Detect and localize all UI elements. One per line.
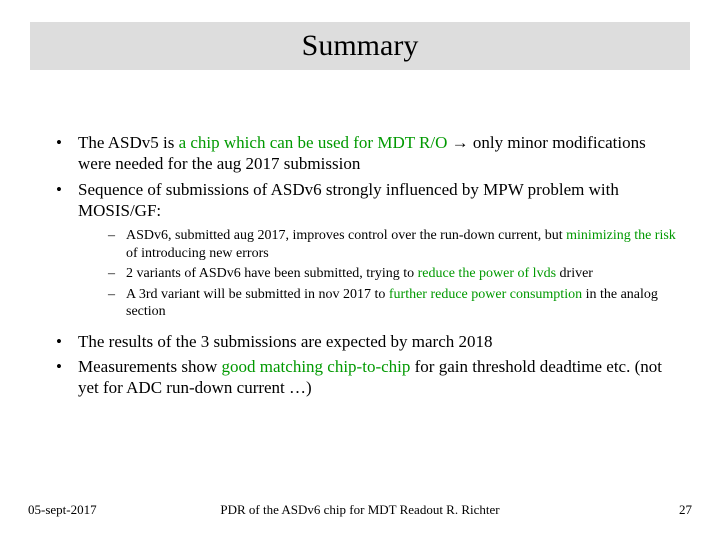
slide-title: Summary	[302, 29, 419, 63]
sub-2-pre: 2 variants of ASDv6 have been submitted,…	[126, 266, 418, 281]
sub-3-pre: A 3rd variant will be submitted in nov 2…	[126, 287, 389, 302]
page-number: 27	[679, 502, 692, 518]
bullet-2-text: Sequence of submissions of ASDv6 strongl…	[78, 180, 619, 220]
bullet-4-pre: Measurements show	[78, 357, 222, 376]
bullet-3-text: The results of the 3 submissions are exp…	[78, 332, 493, 351]
bullet-1-pre: The ASDv5 is	[78, 133, 179, 152]
footer-center: PDR of the ASDv6 chip for MDT Readout R.…	[0, 502, 720, 518]
bullet-1-highlight: a chip which can be used for MDT R/O	[179, 133, 448, 152]
slide-body: The ASDv5 is a chip which can be used fo…	[48, 132, 682, 402]
sub-1-highlight: minimizing the risk	[566, 228, 676, 243]
bullet-2: Sequence of submissions of ASDv6 strongl…	[48, 179, 682, 321]
sub-3: A 3rd variant will be submitted in nov 2…	[104, 286, 682, 321]
title-band: Summary	[30, 22, 690, 70]
bullet-1: The ASDv5 is a chip which can be used fo…	[48, 132, 682, 175]
sub-2: 2 variants of ASDv6 have been submitted,…	[104, 265, 682, 283]
footer-center-text: PDR of the ASDv6 chip for MDT Readout R.…	[220, 502, 499, 517]
bullet-3: The results of the 3 submissions are exp…	[48, 331, 682, 352]
bullet-4: Measurements show good matching chip-to-…	[48, 356, 682, 399]
sub-1-pre: ASDv6, submitted aug 2017, improves cont…	[126, 228, 566, 243]
footer: 05-sept-2017 PDR of the ASDv6 chip for M…	[0, 498, 720, 518]
slide: Summary The ASDv5 is a chip which can be…	[0, 0, 720, 540]
sub-3-highlight: further reduce power consumption	[389, 287, 582, 302]
bullet-list: The ASDv5 is a chip which can be used fo…	[48, 132, 682, 398]
sub-list: ASDv6, submitted aug 2017, improves cont…	[78, 227, 682, 321]
sub-2-highlight: reduce the power of lvds	[418, 266, 556, 281]
bullet-4-highlight: good matching chip-to-chip	[222, 357, 411, 376]
sub-1: ASDv6, submitted aug 2017, improves cont…	[104, 227, 682, 262]
sub-1-post: of introducing new errors	[126, 246, 269, 261]
sub-2-post: driver	[556, 266, 593, 281]
